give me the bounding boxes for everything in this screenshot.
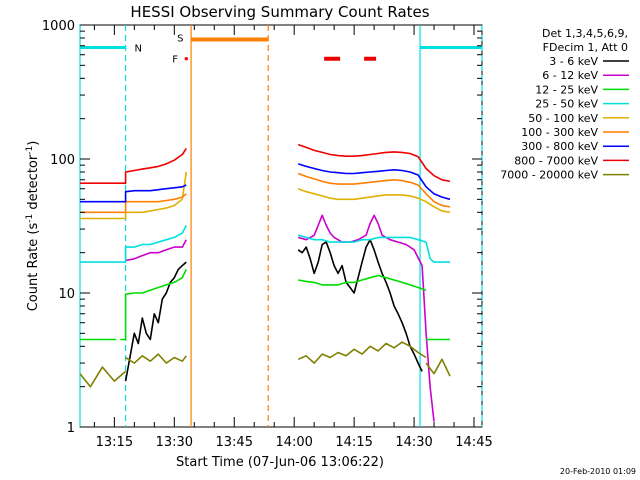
series-line-7	[297, 143, 451, 183]
legend-label: 25 - 50 keV	[535, 98, 598, 111]
y-axis-label-part: Count Rate (s	[26, 223, 41, 312]
series-line-6	[297, 163, 451, 201]
series-line-4	[297, 187, 451, 214]
legend-label: 800 - 7000 keV	[514, 154, 598, 167]
series-line-0	[297, 238, 423, 372]
legend-label: 3 - 6 keV	[549, 55, 598, 68]
legend-label: 7000 - 20000 keV	[500, 169, 598, 182]
x-tick-label: 14:15	[335, 435, 372, 450]
plot-frame	[79, 24, 483, 428]
series-line-1	[297, 214, 435, 422]
series-line-0	[124, 261, 187, 382]
x-tick-label: 14:45	[455, 435, 492, 450]
series-line-2	[120, 269, 188, 341]
y-axis-label-exponent: -1	[25, 146, 35, 155]
y-axis-label-part: detector	[26, 154, 41, 214]
legend-label: 50 - 100 keV	[528, 112, 598, 125]
series-line-1	[125, 239, 188, 262]
series-line-5	[297, 172, 451, 208]
x-tick-label: 13:45	[216, 435, 253, 450]
series-lines	[79, 143, 451, 422]
series-line-8	[79, 366, 127, 388]
flag-f-marker	[184, 57, 188, 61]
flag-n-label: N	[135, 43, 142, 54]
flag-f-label: F	[172, 55, 178, 66]
series-line-8	[425, 358, 451, 377]
x-tick-label: 14:00	[275, 435, 312, 450]
x-tick-label: 13:15	[96, 435, 133, 450]
legend-label: 300 - 800 keV	[521, 140, 598, 153]
x-tick-label: 14:30	[395, 435, 432, 450]
legend-label: 100 - 300 keV	[521, 126, 598, 139]
flag-s-label: S	[177, 33, 183, 44]
y-tick-label: 1	[67, 421, 75, 436]
series-line-5	[80, 193, 187, 214]
legend: Det 1,3,4,5,6,9,FDecim 1, Att 03 - 6 keV…	[500, 27, 629, 182]
chart-title: HESSI Observing Summary Count Rates	[130, 3, 429, 21]
y-tick-label: 1000	[42, 19, 75, 34]
x-axis-ticks: 13:15 13:30 13:45 14:00 14:15 14:30 14:45	[93, 25, 493, 450]
series-line-8	[297, 341, 427, 364]
observation-lines	[79, 25, 483, 427]
series-line-8	[125, 353, 187, 364]
legend-label: 12 - 25 keV	[535, 83, 598, 96]
y-tick-label: 10	[58, 287, 75, 302]
series-line-3	[80, 224, 188, 263]
series-line-3	[297, 234, 427, 243]
x-axis-label: Start Time (07-Jun-06 13:06:22)	[176, 455, 384, 470]
series-line-7	[80, 147, 187, 184]
y-axis-label-part: )	[26, 141, 41, 146]
legend-header: Det 1,3,4,5,6,9,	[542, 27, 628, 40]
y-axis-label: Count Rate (s-1 detector-1)	[25, 141, 41, 312]
footer-timestamp: 20-Feb-2010 01:09	[560, 467, 636, 476]
y-tick-label: 100	[50, 153, 75, 168]
x-tick-label: 13:30	[156, 435, 193, 450]
y-axis-ticks: 1 10 100 1000	[42, 19, 482, 436]
series-line-4	[80, 171, 188, 220]
flag-bars: N SF	[80, 33, 482, 66]
y-axis-label-exponent: -1	[25, 214, 35, 223]
series-line-2	[298, 274, 427, 291]
series-line-6	[80, 184, 187, 203]
legend-label: 6 - 12 keV	[542, 69, 598, 82]
legend-header: FDecim 1, Att 0	[543, 41, 628, 54]
series-line-3	[425, 241, 450, 263]
